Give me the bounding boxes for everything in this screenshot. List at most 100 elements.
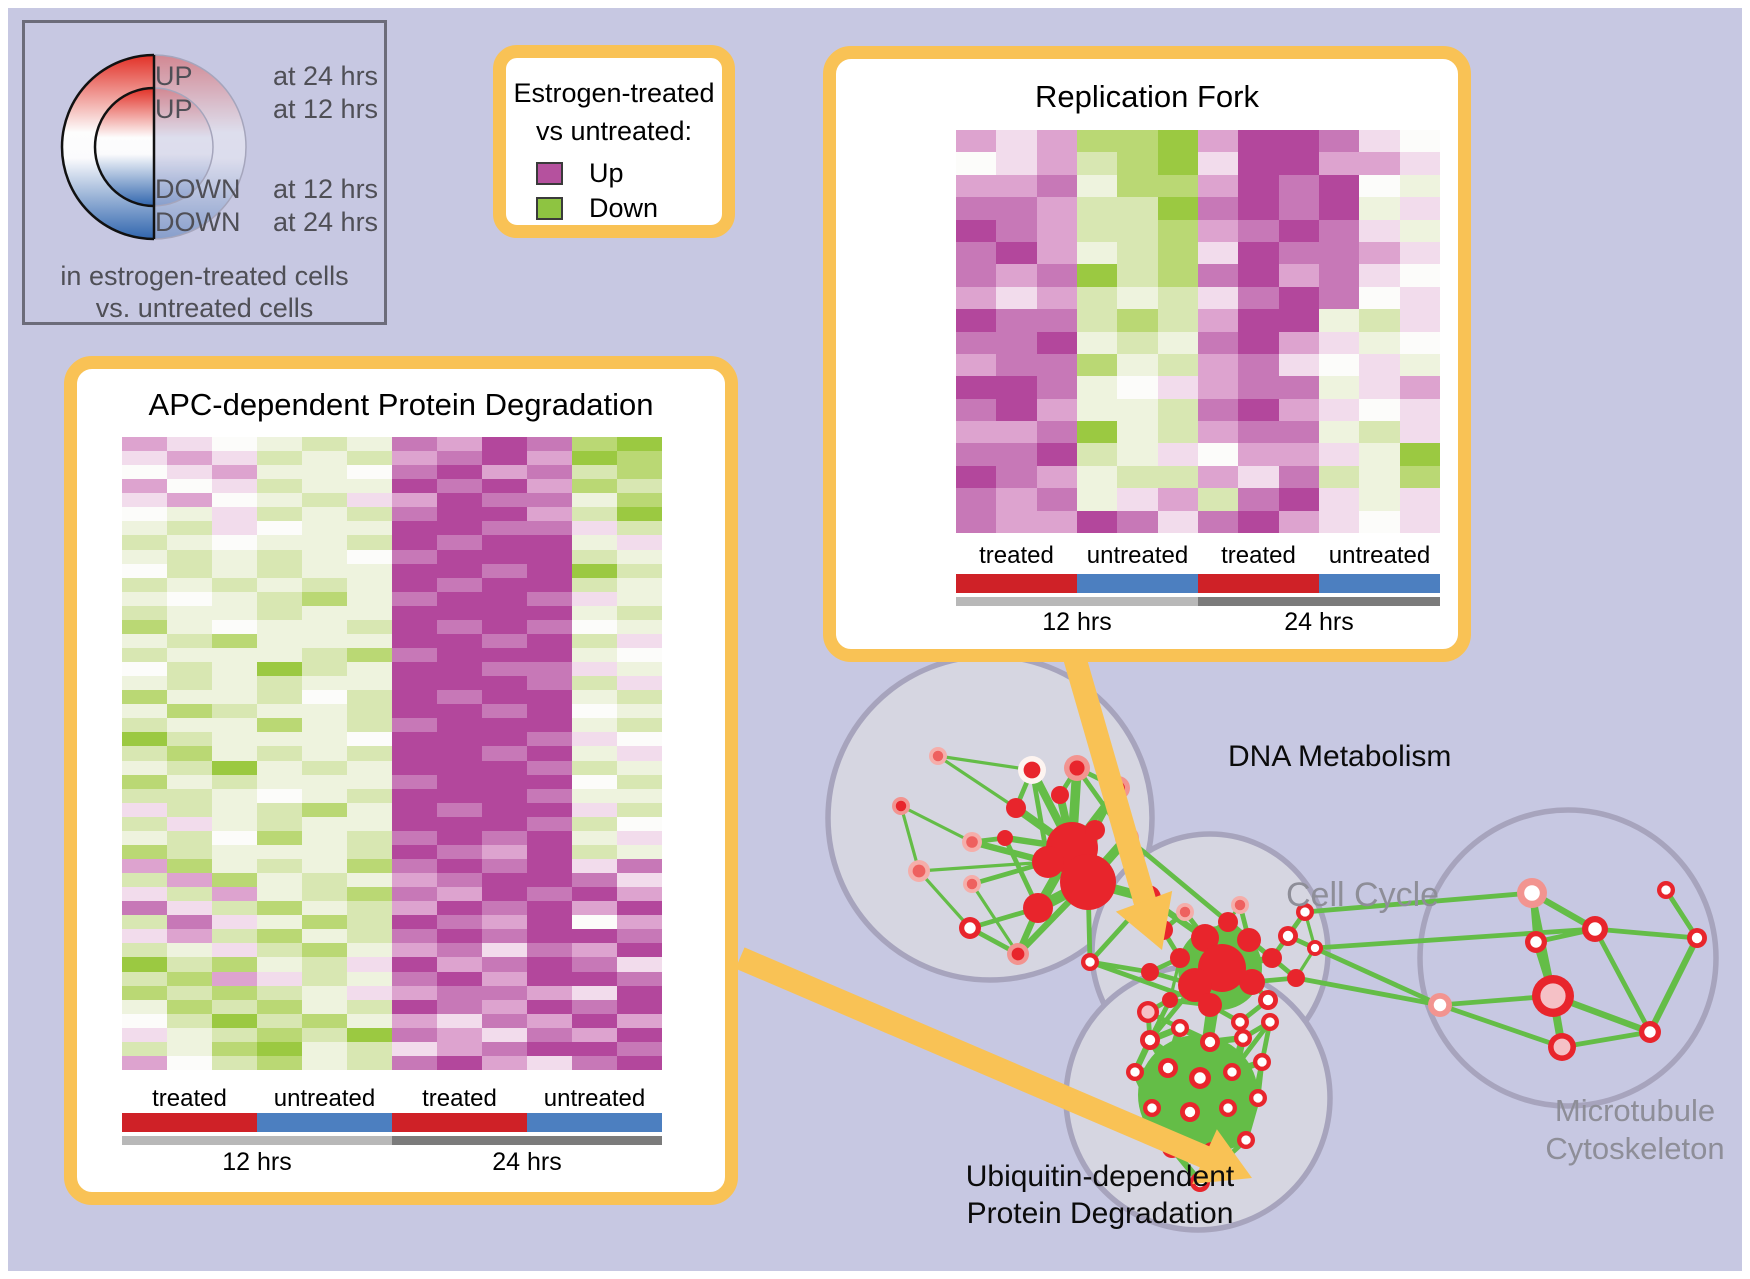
network-edge: [1124, 835, 1231, 925]
cluster-circle-microtubule: [1417, 807, 1719, 1109]
node-ring-center: [1130, 1067, 1140, 1077]
heatmap-cell: [302, 788, 347, 803]
heatmap-cell: [482, 1013, 527, 1028]
apc-time-bar: [122, 1136, 662, 1145]
heatmap-cell: [392, 619, 437, 634]
heatmap-cell: [1238, 376, 1279, 399]
heatmap-cell: [122, 619, 167, 634]
heatmap-cell: [1117, 264, 1158, 287]
heatmap-cell: [302, 633, 347, 648]
heatmap-cell: [257, 1055, 302, 1070]
heatmap-cell: [437, 718, 482, 733]
heatmap-cell: [617, 465, 662, 480]
heatmap-cell: [1238, 331, 1279, 354]
heatmap-cell: [392, 704, 437, 719]
heatmap-cell: [482, 704, 527, 719]
network-edge: [917, 860, 1050, 873]
heatmap-cell: [437, 774, 482, 789]
heatmap-cell: [617, 507, 662, 522]
heatmap-cell: [1197, 219, 1239, 242]
heatmap-cell: [482, 943, 527, 958]
heatmap-cell: [1157, 152, 1198, 175]
node-red: [1218, 912, 1238, 932]
heatmap-cell: [122, 746, 167, 761]
heatmap-cell: [1197, 376, 1239, 399]
heatmap-cell: [122, 493, 167, 508]
heatmap-cell: [122, 774, 167, 789]
heatmap-cell: [347, 437, 392, 452]
heatmap-cell: [527, 662, 572, 677]
heatmap-cell: [1318, 376, 1360, 399]
heatmap-cell: [1117, 152, 1158, 175]
node-pink-center-core: [1553, 1038, 1571, 1056]
heatmap-cell: [572, 704, 617, 719]
heatmap-cell: [956, 510, 997, 533]
heatmap-cell: [437, 957, 482, 972]
heatmap-cell: [347, 844, 392, 859]
heatmap-cell: [1318, 152, 1360, 175]
heatmap-cell: [212, 647, 257, 663]
heatmap-cell: [1076, 376, 1118, 399]
heatmap-cell: [527, 676, 572, 691]
node-ring-center: [1253, 1093, 1263, 1103]
heatmap-cell: [617, 858, 662, 874]
heatmap-cell: [617, 493, 662, 508]
heatmap-cell: [1157, 353, 1198, 377]
heatmap-cell: [167, 816, 212, 831]
heatmap-cell: [167, 943, 212, 958]
heatmap-cell: [1238, 353, 1279, 377]
heatmap-cell: [1278, 152, 1319, 175]
heatmap-cell: [1076, 130, 1118, 153]
node-red: [1287, 969, 1305, 987]
heatmap-cell: [1318, 309, 1360, 332]
heatmap-cell: [1399, 488, 1440, 511]
heatmap-cell: [212, 1013, 257, 1028]
heatmap-cell: [482, 1027, 527, 1042]
heatmap-cell: [482, 858, 527, 874]
heatmap-cell: [347, 774, 392, 789]
heatmap-cell: [482, 591, 527, 606]
node-red: [1170, 948, 1190, 968]
heatmap-cell: [1076, 241, 1118, 265]
heatmap-cell: [122, 1055, 167, 1070]
heatmap-cell: [212, 915, 257, 930]
heatmap-cell: [302, 943, 347, 958]
network-edge: [1302, 890, 1535, 915]
network-edge: [917, 869, 972, 930]
node-pink-center-core: [1540, 983, 1566, 1009]
heatmap-cell: [572, 929, 617, 944]
heatmap-cell: [1278, 376, 1319, 399]
heatmap-cell: [527, 873, 572, 888]
heatmap-cell: [617, 619, 662, 634]
heatmap-cell: [1076, 309, 1118, 332]
heatmap-cell: [482, 535, 527, 550]
heatmap-cell: [302, 605, 347, 620]
heatmap-cell: [1076, 353, 1118, 377]
heatmap-cell: [167, 788, 212, 803]
heatmap-cell: [1318, 398, 1360, 422]
heatmap-cell: [617, 451, 662, 466]
heatmap-cell: [1238, 309, 1279, 332]
heatmap-cell: [122, 929, 167, 944]
legend-dir-down-24: DOWN: [155, 207, 241, 237]
heatmap-cell: [167, 662, 212, 677]
heatmap-cell: [996, 241, 1037, 265]
heatmap-cell: [482, 915, 527, 930]
heatmap-cell: [1036, 130, 1077, 153]
node-ring-center: [1661, 885, 1671, 895]
heatmap-cell: [167, 619, 212, 634]
heatmap-cell: [527, 999, 572, 1014]
heatmap-cell: [437, 873, 482, 888]
heatmap-cell: [617, 746, 662, 761]
heatmap-cell: [302, 549, 347, 564]
heatmap-cell: [572, 549, 617, 564]
heatmap-cell: [167, 577, 212, 592]
heatmap-cell: [1278, 421, 1319, 444]
heatmap-cell: [392, 830, 437, 845]
heatmap-cell: [1197, 309, 1239, 332]
node-red-core: [1069, 760, 1085, 776]
rf-group-label-1: treated: [979, 542, 1054, 569]
heatmap-cell: [122, 507, 167, 522]
network-edge: [1592, 926, 1700, 941]
heatmap-cell: [527, 549, 572, 564]
